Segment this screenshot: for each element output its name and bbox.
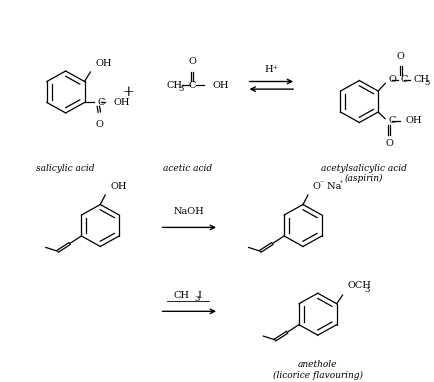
Text: Na: Na <box>323 182 340 191</box>
Text: O: O <box>312 182 320 191</box>
Text: acetic acid: acetic acid <box>162 163 211 173</box>
Text: C: C <box>400 75 408 84</box>
Text: OH: OH <box>95 59 112 68</box>
Text: anethole
(licorice flavouring): anethole (licorice flavouring) <box>272 360 362 379</box>
Text: CH: CH <box>413 75 429 84</box>
Text: O: O <box>387 75 395 84</box>
Text: 3: 3 <box>364 286 369 294</box>
Text: OH: OH <box>110 182 126 191</box>
Text: OH: OH <box>211 81 228 90</box>
Text: CH: CH <box>166 81 182 90</box>
Text: C: C <box>188 81 195 90</box>
Text: ⁻: ⁻ <box>319 180 323 188</box>
Text: O: O <box>396 52 404 62</box>
Text: +: + <box>122 85 134 99</box>
Text: O: O <box>95 120 103 129</box>
Text: 3: 3 <box>424 79 429 87</box>
Text: OCH: OCH <box>347 282 371 290</box>
Text: 3: 3 <box>194 295 199 303</box>
Text: acetylsalicylic acid
(aspirin): acetylsalicylic acid (aspirin) <box>321 163 406 183</box>
Text: C: C <box>387 116 395 125</box>
Text: ⁺: ⁺ <box>338 180 342 188</box>
Text: OH: OH <box>113 98 129 107</box>
Text: O: O <box>384 139 392 148</box>
Text: 3: 3 <box>178 85 183 93</box>
Text: salicylic acid: salicylic acid <box>36 163 95 173</box>
Text: OH: OH <box>405 116 421 125</box>
Text: CH: CH <box>173 291 189 300</box>
Text: O: O <box>188 57 196 66</box>
Text: H⁺: H⁺ <box>264 65 278 74</box>
Text: C: C <box>97 98 105 107</box>
Text: NaOH: NaOH <box>174 207 204 216</box>
Text: I: I <box>197 291 201 300</box>
